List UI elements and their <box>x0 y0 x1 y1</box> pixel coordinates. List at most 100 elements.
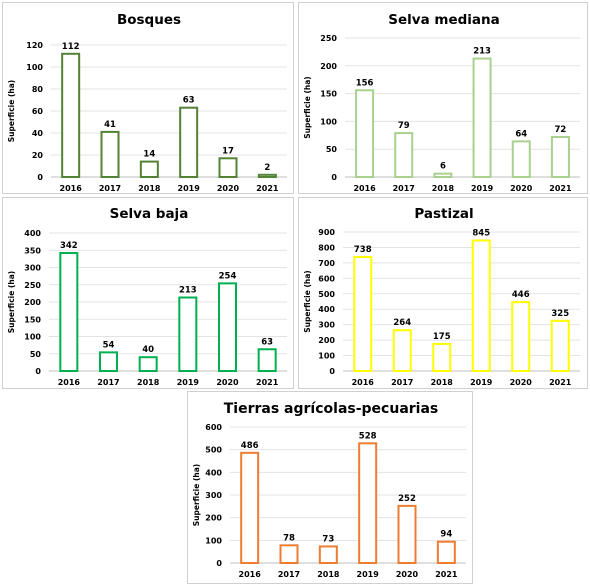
bar <box>240 451 260 565</box>
y-tick-label: 50 <box>326 145 338 154</box>
x-tick-label: 2016 <box>58 378 81 387</box>
bar <box>257 173 277 179</box>
y-tick-label: 100 <box>24 333 41 342</box>
bar <box>550 319 570 372</box>
y-tick-label: 350 <box>24 246 41 255</box>
x-tick-label: 2018 <box>317 570 340 579</box>
data-label: 845 <box>472 228 490 238</box>
y-tick-label: 0 <box>35 367 41 376</box>
y-tick-label: 200 <box>24 298 41 307</box>
y-tick-label: 600 <box>205 423 222 432</box>
y-tick-label: 0 <box>329 367 335 376</box>
chart-title: Tierras agrícolas-pecuarias <box>224 401 439 417</box>
y-tick-label: 40 <box>32 129 44 138</box>
bar <box>218 282 237 372</box>
chart-panel-pastizal: Pastizal Superficie (ha) 0 100 200 300 400 500 6… <box>298 197 588 389</box>
x-tick-label: 2018 <box>137 378 160 387</box>
bar <box>471 239 491 372</box>
data-label: 528 <box>359 431 377 441</box>
data-label: 156 <box>356 78 374 88</box>
x-tick-label: 2021 <box>435 570 458 579</box>
data-label: 72 <box>554 125 566 135</box>
data-label: 738 <box>354 245 372 255</box>
y-tick-label: 400 <box>24 229 41 238</box>
y-tick-label: 700 <box>318 259 335 268</box>
bar <box>353 256 373 373</box>
chart-title: Bosques <box>117 12 181 28</box>
bar <box>433 172 453 179</box>
y-tick-label: 400 <box>318 305 335 314</box>
bar <box>511 301 531 372</box>
data-label: 112 <box>62 42 80 52</box>
bar <box>99 351 118 372</box>
chart-selva-baja: Selva baja Superficie (ha) 0 50 100 150 200 250… <box>7 206 287 387</box>
data-label: 54 <box>103 340 115 350</box>
x-tick-label: 2019 <box>178 184 201 193</box>
x-tick-label: 2019 <box>177 378 200 387</box>
y-axis-label: Superficie (ha) <box>7 80 16 142</box>
x-tick-label: 2019 <box>471 184 494 193</box>
data-label: 79 <box>398 121 410 131</box>
y-tick-label: 300 <box>205 491 222 500</box>
y-tick-label: 20 <box>32 151 44 160</box>
y-tick-label: 600 <box>318 274 335 283</box>
data-label: 2 <box>264 163 270 173</box>
chart-tierras-agricolas: Tierras agrícolas-pecuarias Superficie (h… <box>192 401 466 579</box>
data-label: 17 <box>222 146 234 156</box>
x-tick-label: 2016 <box>60 184 83 193</box>
y-tick-label: 0 <box>216 559 222 568</box>
bar <box>318 545 338 565</box>
x-tick-label: 2016 <box>239 570 262 579</box>
x-tick-label: 2017 <box>391 378 413 387</box>
data-label: 254 <box>219 271 237 281</box>
y-tick-label: 900 <box>318 228 335 237</box>
y-tick-label: 60 <box>32 107 44 116</box>
y-tick-label: 800 <box>318 243 335 252</box>
bar <box>472 57 492 178</box>
data-label: 41 <box>104 120 116 130</box>
data-label: 175 <box>433 332 451 342</box>
x-tick-label: 2021 <box>256 184 279 193</box>
y-axis-label: Superficie (ha) <box>192 464 201 526</box>
x-tick-label: 2017 <box>278 570 300 579</box>
data-label: 73 <box>322 534 334 544</box>
data-label: 342 <box>60 241 78 251</box>
x-tick-label: 2018 <box>431 378 454 387</box>
x-tick-label: 2019 <box>357 570 380 579</box>
y-tick-label: 150 <box>24 315 41 324</box>
data-label: 325 <box>551 309 569 319</box>
bar <box>397 504 417 564</box>
data-label: 264 <box>393 318 411 328</box>
x-tick-label: 2021 <box>256 378 279 387</box>
bar <box>358 442 378 564</box>
y-tick-label: 250 <box>320 34 337 43</box>
data-label: 14 <box>143 150 155 160</box>
y-tick-label: 120 <box>26 41 43 50</box>
bar <box>139 160 159 179</box>
bar <box>432 342 452 373</box>
x-tick-label: 2016 <box>352 378 375 387</box>
y-tick-label: 0 <box>331 173 337 182</box>
x-tick-label: 2017 <box>99 184 121 193</box>
bar <box>179 106 199 178</box>
bar <box>59 252 79 372</box>
x-tick-label: 2016 <box>353 184 376 193</box>
x-tick-label: 2020 <box>396 570 419 579</box>
y-tick-label: 200 <box>205 514 222 523</box>
y-tick-label: 250 <box>24 281 41 290</box>
x-tick-label: 2020 <box>510 378 533 387</box>
y-tick-label: 500 <box>205 446 222 455</box>
y-tick-label: 300 <box>24 264 41 273</box>
data-label: 213 <box>179 286 197 296</box>
chart-bosques: Bosques Superficie (ha) 0 20 40 60 80 100 120 112… <box>7 12 287 193</box>
y-tick-label: 200 <box>318 336 335 345</box>
data-label: 40 <box>142 345 154 355</box>
chart-title: Pastizal <box>414 206 473 222</box>
chart-panel-selva-mediana: Selva mediana Superficie (ha) 0 50 100 150 200… <box>298 2 588 194</box>
y-tick-label: 400 <box>205 468 222 477</box>
chart-selva-mediana: Selva mediana Superficie (ha) 0 50 100 150 200… <box>303 12 580 193</box>
y-tick-label: 500 <box>318 290 335 299</box>
x-tick-label: 2017 <box>393 184 415 193</box>
x-tick-label: 2021 <box>549 184 572 193</box>
bar <box>436 540 456 564</box>
